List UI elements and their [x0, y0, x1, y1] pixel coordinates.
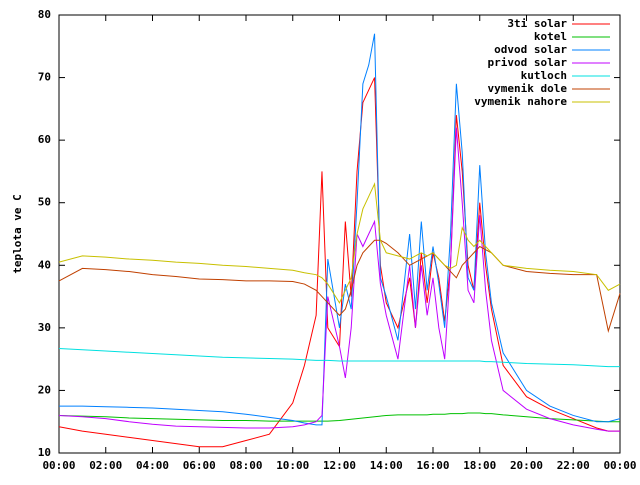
y-tick-label: 20: [38, 383, 51, 396]
series-line: [58, 239, 621, 333]
series-line: [58, 412, 620, 423]
legend-label: vymenik nahore: [474, 95, 567, 108]
legend-label: kutloch: [521, 69, 567, 82]
y-tick-label: 80: [38, 8, 51, 21]
legend-label: kotel: [534, 30, 567, 43]
y-axis-label: teplota ve C: [11, 194, 24, 273]
y-tick-label: 10: [38, 446, 51, 459]
x-tick-label: 20:00: [510, 459, 543, 472]
x-tick-label: 22:00: [557, 459, 590, 472]
x-tick-label: 18:00: [463, 459, 496, 472]
x-tick-label: 00:00: [42, 459, 75, 472]
legend-label: 3ti solar: [507, 17, 567, 30]
legend-label: vymenik dole: [488, 82, 568, 95]
y-tick-label: 70: [38, 71, 51, 84]
x-tick-label: 08:00: [229, 459, 262, 472]
series-line: [59, 33, 621, 426]
x-tick-label: 16:00: [416, 459, 449, 472]
x-tick-label: 12:00: [323, 459, 356, 472]
series-line: [58, 348, 620, 368]
y-tick-label: 50: [38, 196, 51, 209]
legend-label: privod solar: [488, 56, 568, 69]
x-tick-label: 14:00: [370, 459, 403, 472]
x-tick-label: 00:00: [603, 459, 636, 472]
series-line: [58, 77, 620, 448]
y-tick-label: 40: [38, 258, 51, 271]
legend-label: odvod solar: [494, 43, 567, 56]
y-tick-label: 60: [38, 133, 51, 146]
x-tick-label: 02:00: [89, 459, 122, 472]
series-line: [58, 182, 621, 304]
x-tick-label: 06:00: [183, 459, 216, 472]
y-tick-label: 30: [38, 321, 51, 334]
x-tick-label: 04:00: [136, 459, 169, 472]
x-tick-label: 10:00: [276, 459, 309, 472]
series-line: [58, 127, 620, 432]
